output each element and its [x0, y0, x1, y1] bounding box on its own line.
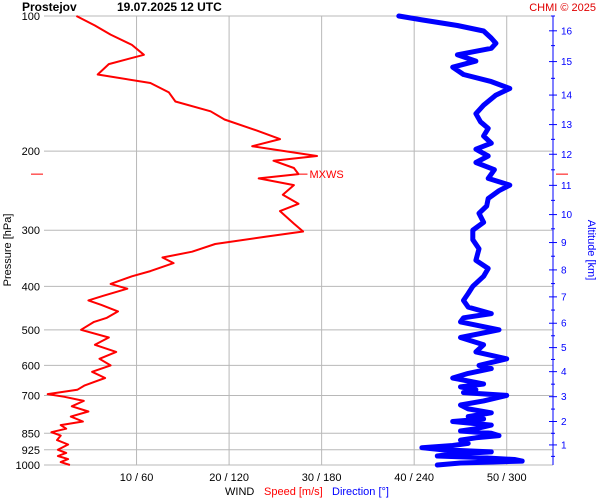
altitude-tick-label: 14 — [561, 91, 573, 102]
max-wind-marker: MXWS — [31, 169, 568, 181]
pressure-tick-labels: 100 200 300 400 500 600 700 850 925 1000 — [16, 11, 40, 472]
direction-series-line — [396, 13, 525, 468]
pressure-tick-label: 400 — [22, 281, 40, 293]
altitude-tick-label: 8 — [561, 265, 567, 276]
altitude-tick-label: 3 — [561, 392, 567, 403]
altitude-axis-title: Altitude [km] — [585, 220, 597, 281]
legend-wind: WIND — [225, 486, 254, 498]
station-name: Prostejov — [22, 0, 77, 14]
wind-tick-labels: 10 / 60 20 / 120 30 / 180 40 / 240 50 / 300 — [120, 472, 527, 484]
altitude-tick-label: 2 — [561, 417, 567, 428]
altitude-tick-label: 16 — [561, 26, 573, 37]
altitude-tick-label: 10 — [561, 210, 573, 221]
pressure-tick-label: 1000 — [16, 460, 40, 472]
altitude-tick-label: 5 — [561, 343, 567, 354]
altitude-tick-label: 15 — [561, 57, 573, 68]
wind-tick-label: 40 / 240 — [394, 472, 434, 484]
speed-series-line — [46, 15, 318, 466]
gridlines — [44, 15, 553, 466]
pressure-tick-label: 300 — [22, 225, 40, 237]
y-axis-title: Pressure [hPa] — [2, 214, 14, 287]
altitude-tick-label: 9 — [561, 238, 567, 249]
altitude-tick-label: 12 — [561, 150, 573, 161]
pressure-tick-label: 100 — [22, 11, 40, 23]
altitude-tick-label: 11 — [561, 181, 572, 192]
wind-tick-label: 10 / 60 — [120, 472, 154, 484]
pressure-tick-label: 600 — [22, 360, 40, 372]
sounding-datetime: 19.07.2025 12 UTC — [117, 0, 222, 14]
altitude-tick-label: 6 — [561, 319, 567, 330]
pressure-tick-label: 200 — [22, 146, 40, 158]
pressure-tick-label: 500 — [22, 325, 40, 337]
altitude-tick-label: 13 — [561, 120, 573, 131]
copyright-label: CHMI © 2025 — [529, 2, 596, 14]
pressure-tick-label: 850 — [22, 428, 40, 440]
altitude-tick-label: 1 — [561, 440, 567, 451]
wind-tick-label: 30 / 180 — [302, 472, 342, 484]
pressure-tick-label: 700 — [22, 390, 40, 402]
wind-tick-label: 50 / 300 — [487, 472, 527, 484]
data-series — [46, 13, 525, 468]
altitude-tick-label: 7 — [561, 292, 567, 303]
mxws-label: MXWS — [310, 169, 344, 181]
altitude-tick-label: 4 — [561, 367, 567, 378]
wind-tick-label: 20 / 120 — [209, 472, 249, 484]
pressure-tick-label: 925 — [22, 445, 40, 457]
legend-direction: Direction [°] — [332, 486, 389, 498]
legend-speed: Speed [m/s] — [264, 486, 323, 498]
